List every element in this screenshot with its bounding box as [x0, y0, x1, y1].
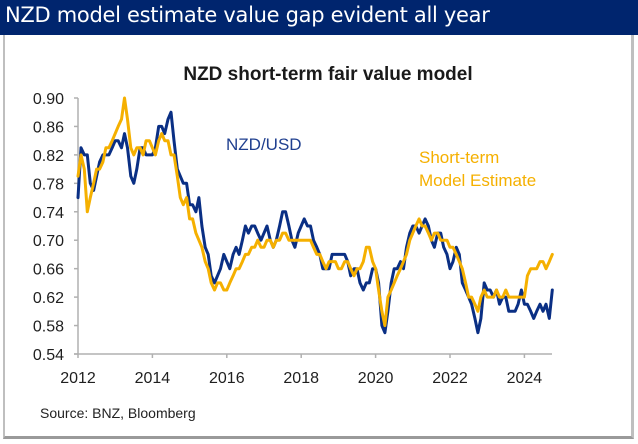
- label-model-line1: Short-term: [419, 148, 499, 167]
- x-axis: 2012 2014 2016 2018 2020 2022 2024: [60, 353, 552, 387]
- x-tick-label: 2012: [60, 370, 96, 387]
- chart-frame: [3, 35, 634, 439]
- y-tick-label: 0.62: [33, 290, 64, 307]
- y-tick-label: 0.70: [33, 233, 64, 250]
- y-tick-label: 0.82: [33, 148, 64, 165]
- y-tick-label: 0.66: [33, 262, 64, 279]
- series-group: [76, 96, 554, 335]
- y-tick-label: 0.78: [33, 176, 64, 193]
- label-model-line2: Model Estimate: [419, 171, 536, 190]
- y-tick-label: 0.90: [33, 91, 64, 108]
- x-tick-label: 2018: [283, 370, 319, 387]
- x-tick-label: 2022: [432, 370, 468, 387]
- y-tick-label: 0.74: [33, 205, 64, 222]
- x-tick-label: 2016: [209, 370, 245, 387]
- header-title: NZD model estimate value gap evident all…: [5, 3, 490, 27]
- y-tick-label: 0.58: [33, 319, 64, 336]
- x-tick-label: 2014: [135, 370, 171, 387]
- label-nzdusd: NZD/USD: [226, 135, 302, 154]
- y-axis: 0.90 0.86 0.82 0.78 0.74 0.70 0.66 0.62 0.58 0.54: [33, 91, 79, 364]
- y-tick-label: 0.54: [33, 347, 64, 364]
- chart-title: NZD short-term fair value model: [183, 64, 472, 85]
- x-tick-label: 2020: [358, 370, 394, 387]
- series-line-model: [76, 96, 554, 328]
- series-line-nzdusd: [76, 110, 554, 335]
- y-tick-label: 0.86: [33, 119, 64, 136]
- source-note: Source: BNZ, Bloomberg: [40, 405, 196, 421]
- header-bar: NZD model estimate value gap evident all…: [0, 0, 638, 35]
- x-tick-label: 2024: [507, 370, 543, 387]
